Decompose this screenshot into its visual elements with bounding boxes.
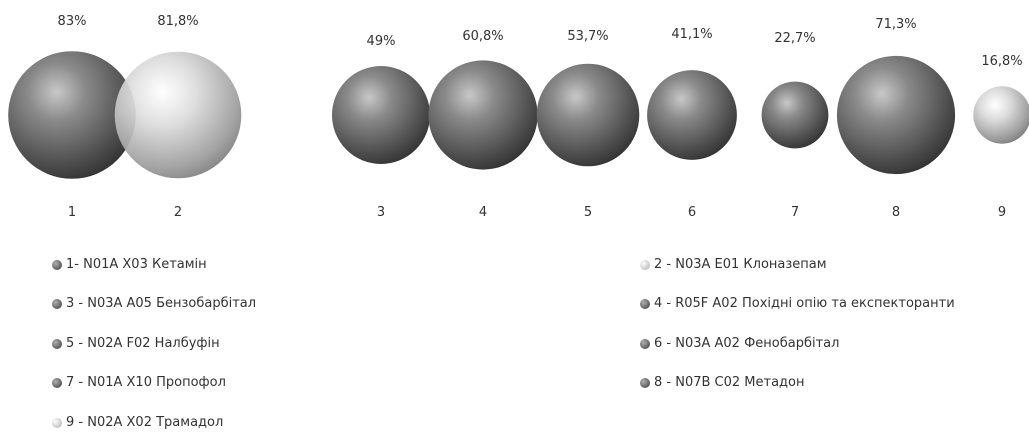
data-label-2: 81,8% <box>157 14 198 29</box>
bubble-6 <box>647 70 737 160</box>
category-label-4: 4 <box>479 205 487 220</box>
bubble-3 <box>332 66 430 164</box>
bubble-1 <box>8 51 136 179</box>
bubble-4 <box>428 60 538 170</box>
data-label-9: 16,8% <box>981 54 1022 69</box>
category-label-2: 2 <box>174 205 182 220</box>
category-label-9: 9 <box>998 205 1006 220</box>
category-label-3: 3 <box>377 205 385 220</box>
data-label-6: 41,1% <box>671 27 712 42</box>
category-label-1: 1 <box>68 205 76 220</box>
bubble-7 <box>761 81 829 149</box>
data-label-4: 60,8% <box>462 29 503 44</box>
bubble-8 <box>836 55 956 175</box>
data-label-8: 71,3% <box>875 17 916 32</box>
category-label-6: 6 <box>688 205 696 220</box>
bubble-9 <box>973 86 1029 144</box>
bubble-2 <box>114 51 242 179</box>
category-label-5: 5 <box>584 205 592 220</box>
category-label-8: 8 <box>892 205 900 220</box>
data-label-3: 49% <box>367 34 396 49</box>
bubble-5 <box>536 63 640 167</box>
data-label-1: 83% <box>58 14 87 29</box>
data-label-7: 22,7% <box>774 31 815 46</box>
category-label-7: 7 <box>791 205 799 220</box>
data-label-5: 53,7% <box>567 29 608 44</box>
